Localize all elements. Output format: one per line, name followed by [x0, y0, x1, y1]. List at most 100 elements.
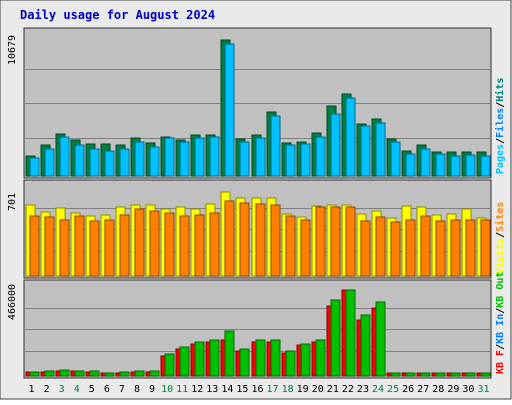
panel-bottom-legend: KB F/KB In/KB Out: [495, 272, 506, 374]
x-tick-label-13: 13: [206, 384, 218, 395]
bar-middle-sites-16: [255, 203, 266, 277]
x-axis-labels: 1 2 3 4 5 6 7 8 9 10 11 12 13 14 15 16 17 18 19 20 21 22 23 24 2…: [29, 384, 490, 395]
bar-bottom-kb-out-11: [179, 346, 190, 377]
bar-bottom-kb-out-3: [59, 369, 70, 377]
x-tick-label-22: 22: [342, 384, 354, 395]
bar-top-files-24: [375, 122, 386, 177]
x-tick-label-29: 29: [447, 384, 459, 395]
bar-top-files-15: [239, 141, 250, 177]
bar-bottom-kb-out-12: [194, 341, 205, 377]
bar-top-files-19: [300, 143, 311, 177]
bar-middle-sites-9: [149, 210, 160, 277]
bar-bottom-kb-out-18: [285, 350, 296, 377]
bar-top-files-18: [285, 144, 296, 177]
x-tick-label-31: 31: [477, 384, 489, 395]
bar-bottom-kb-out-8: [134, 370, 145, 377]
bar-middle-sites-3: [59, 219, 70, 277]
bar-middle-sites-19: [300, 219, 311, 277]
bar-middle-sites-30: [465, 219, 476, 277]
bar-middle-sites-7: [119, 214, 130, 277]
bar-bottom-kb-out-6: [104, 372, 115, 377]
legend-item-0-3: /: [495, 102, 506, 108]
bar-top-files-4: [74, 144, 85, 177]
bar-top-files-25: [390, 141, 401, 177]
bar-bottom-kb-out-30: [465, 372, 476, 377]
panel-bottom-max-label: 466000: [7, 284, 18, 320]
bar-middle-sites-27: [420, 215, 431, 277]
bar-middle-sites-13: [209, 212, 220, 277]
legend-item-1-0: Visits: [494, 238, 506, 274]
bar-top-files-30: [465, 154, 476, 177]
x-tick-label-28: 28: [432, 384, 444, 395]
bar-bottom-kb-out-27: [420, 372, 431, 377]
bar-top-files-28: [435, 153, 446, 177]
bar-top-files-14: [224, 43, 235, 177]
x-tick-label-17: 17: [267, 384, 279, 395]
bar-middle-sites-2: [44, 216, 55, 277]
legend-item-0-2: Files: [494, 108, 506, 138]
chart-title: Daily usage for August 2024: [20, 8, 215, 22]
bar-middle-sites-29: [450, 219, 461, 277]
bar-top-files-8: [134, 141, 145, 177]
bar-top-files-3: [59, 136, 70, 177]
bar-bottom-kb-out-14: [224, 330, 235, 377]
bar-top-files-31: [480, 155, 491, 177]
bar-middle-sites-15: [239, 202, 250, 277]
bar-bottom-kb-out-28: [435, 372, 446, 377]
bar-middle-sites-23: [360, 220, 371, 277]
legend-item-2-2: KB In: [495, 314, 506, 344]
bar-bottom-kb-out-1: [29, 371, 40, 377]
bar-top-files-2: [44, 148, 55, 177]
bar-top-files-1: [29, 157, 40, 177]
x-tick-label-7: 7: [119, 384, 125, 395]
bar-top-files-9: [149, 146, 160, 177]
bar-middle-sites-31: [480, 219, 491, 277]
x-tick-label-15: 15: [236, 384, 248, 395]
bar-bottom-kb-out-23: [360, 314, 371, 377]
bar-bottom-kb-out-24: [375, 301, 386, 377]
bar-bottom-kb-out-13: [209, 339, 220, 377]
x-tick-label-18: 18: [282, 384, 294, 395]
legend-item-0-4: Hits: [494, 78, 506, 102]
legend-item-0-1: /: [495, 138, 506, 144]
bar-top-files-12: [194, 137, 205, 177]
legend-item-1-1: /: [495, 232, 506, 238]
bar-bottom-kb-out-21: [330, 299, 341, 377]
bar-middle-sites-21: [330, 206, 341, 277]
x-tick-label-25: 25: [387, 384, 399, 395]
panel-middle-legend: Visits/Sites: [494, 202, 506, 274]
panel-top-max-label: 10679: [7, 35, 18, 65]
legend-item-2-3: /: [495, 308, 506, 314]
bar-top-files-23: [360, 125, 371, 177]
bar-top-files-5: [89, 148, 100, 177]
bar-top-files-6: [104, 150, 115, 177]
x-tick-label-26: 26: [402, 384, 414, 395]
bar-middle-sites-28: [435, 220, 446, 277]
legend-item-2-0: KB F: [495, 350, 506, 374]
bar-top-files-13: [209, 136, 220, 177]
x-tick-label-21: 21: [327, 384, 339, 395]
bar-top-files-27: [420, 148, 431, 177]
legend-item-2-4: KB Out: [495, 272, 506, 308]
bar-bottom-kb-out-16: [255, 339, 266, 377]
bar-top-files-17: [270, 115, 281, 177]
bar-bottom-kb-out-19: [300, 343, 311, 377]
x-tick-label-24: 24: [372, 384, 384, 395]
legend-item-0-0: Pages: [495, 144, 506, 174]
bar-middle-sites-24: [375, 216, 386, 277]
bar-bottom-kb-out-4: [74, 370, 85, 377]
bar-bottom-kb-out-17: [270, 339, 281, 377]
bar-top-files-29: [450, 155, 461, 177]
x-tick-label-11: 11: [176, 384, 188, 395]
bar-middle-sites-17: [270, 204, 281, 277]
bar-middle-sites-6: [104, 219, 115, 277]
bar-middle-sites-8: [134, 208, 145, 277]
x-tick-label-10: 10: [161, 384, 173, 395]
bar-middle-sites-5: [89, 220, 100, 277]
x-tick-label-27: 27: [417, 384, 429, 395]
x-tick-label-3: 3: [59, 384, 65, 395]
bar-bottom-kb-out-20: [315, 339, 326, 377]
